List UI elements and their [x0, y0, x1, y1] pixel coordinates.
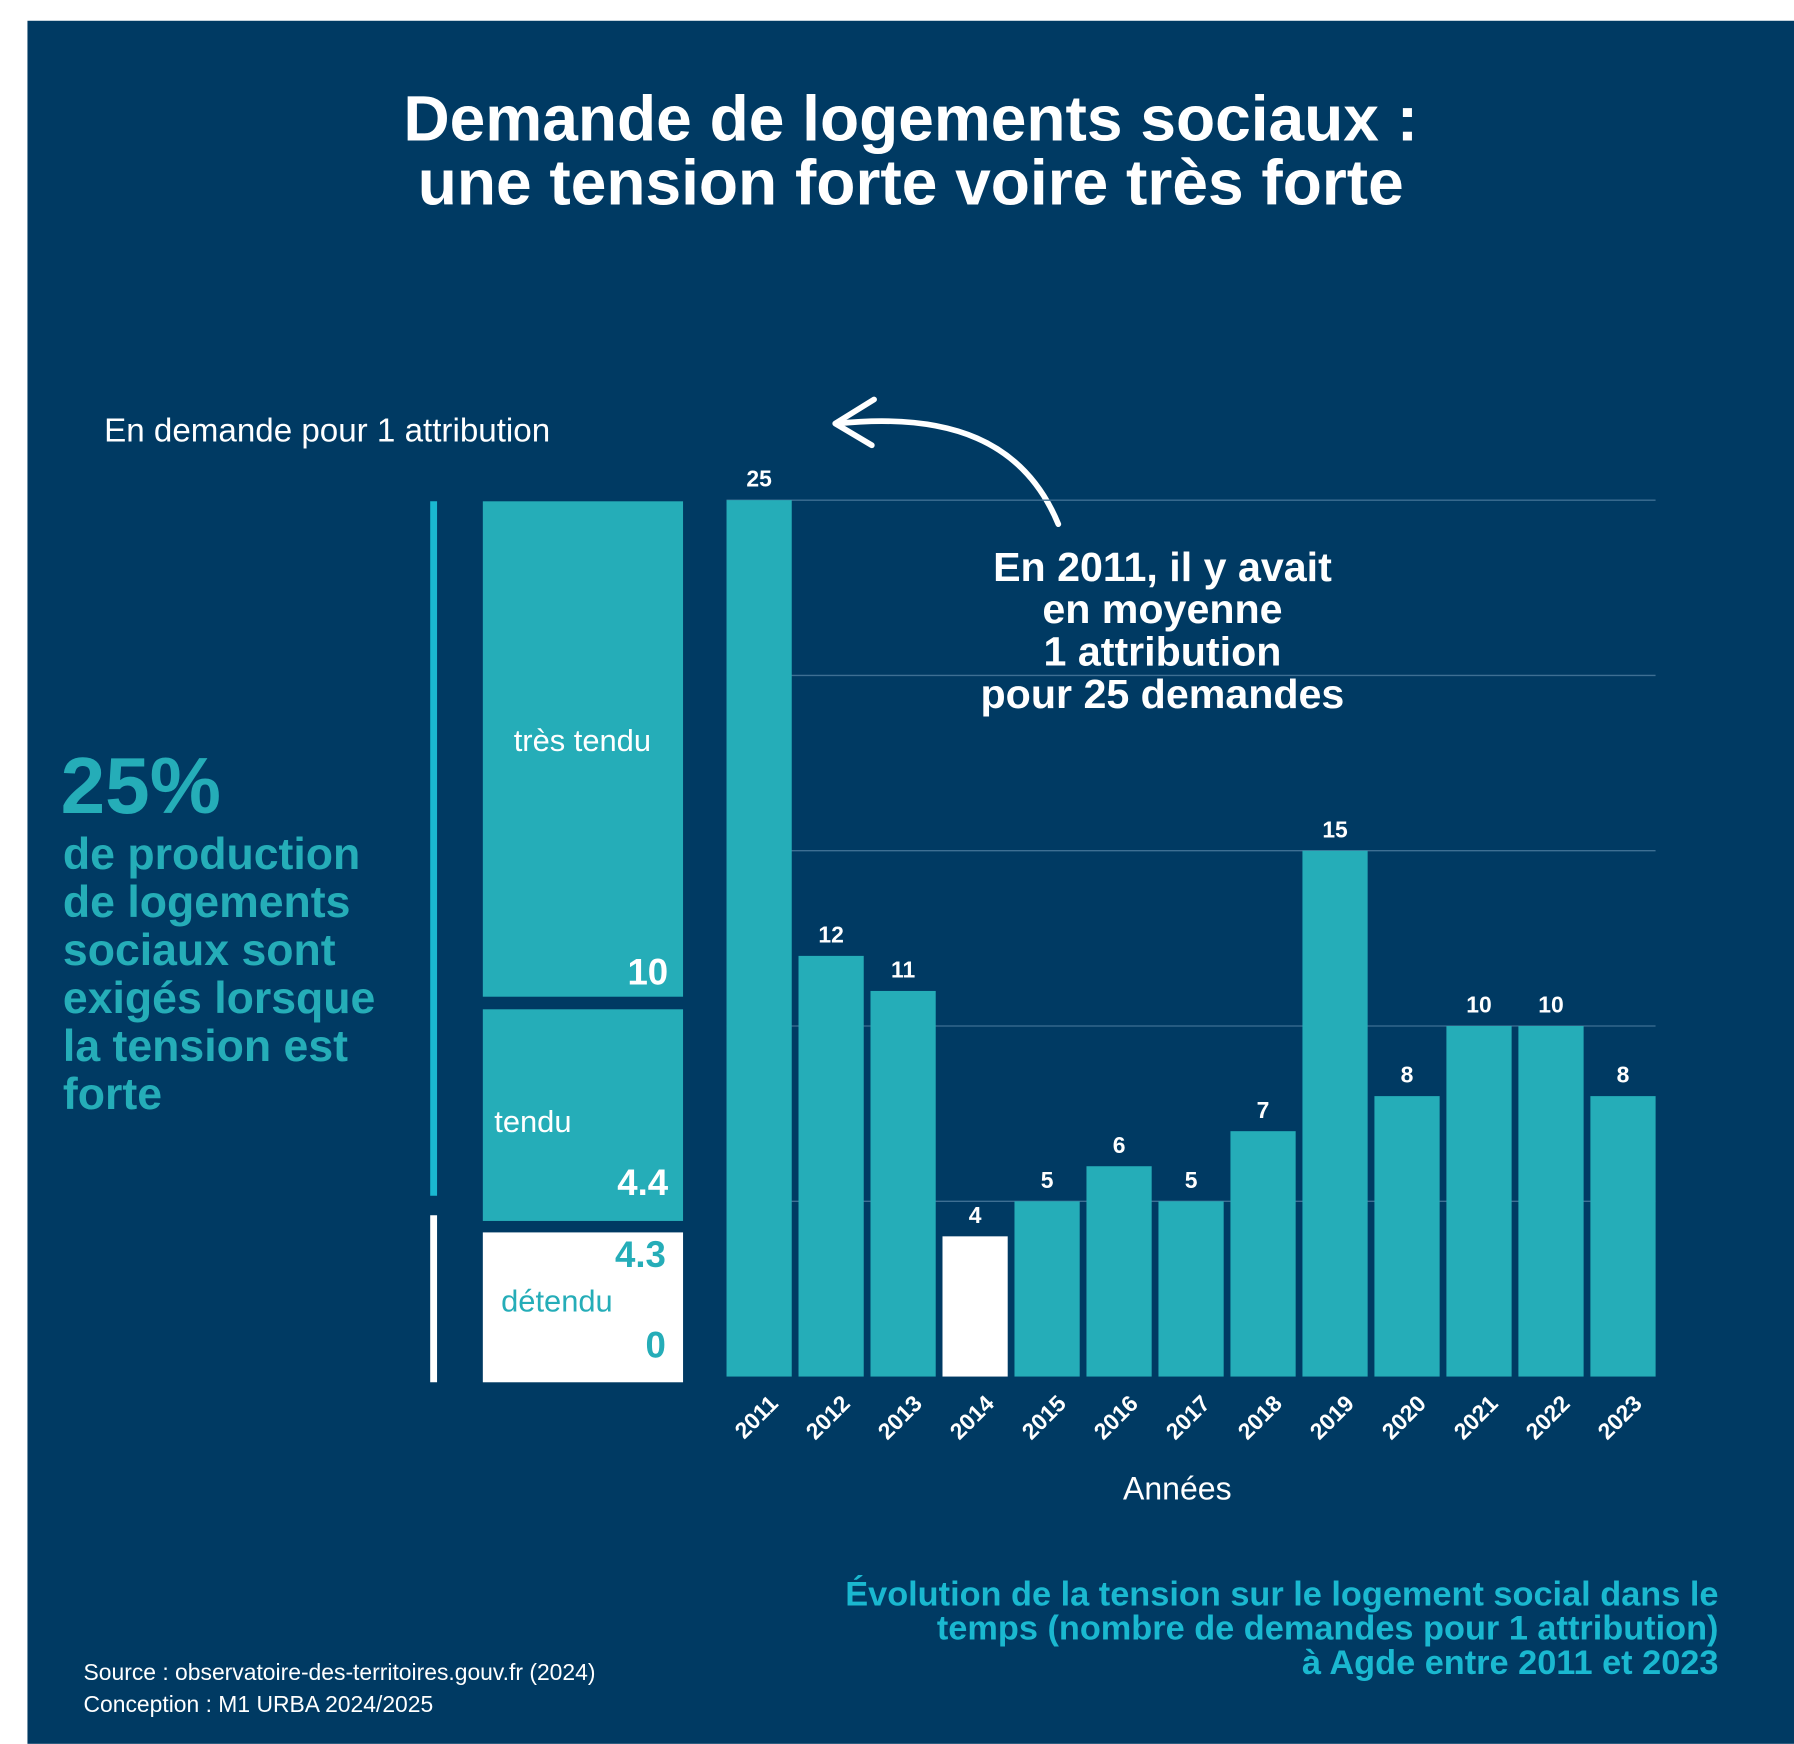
annotation: 1 attribution: [1044, 628, 1282, 674]
caption: Évolution de la tension sur le logement …: [845, 1573, 1718, 1613]
source: Conception : M1 URBA 2024/2025: [84, 1691, 434, 1717]
scale-box: [482, 1009, 684, 1221]
bar: [726, 500, 792, 1377]
bar: [1014, 1201, 1080, 1377]
bar: [1518, 1026, 1584, 1377]
scale-value: 4.4: [617, 1162, 669, 1203]
value-label: 5: [1041, 1167, 1054, 1193]
scale-value: 10: [627, 952, 668, 993]
value-label: 11: [891, 957, 915, 983]
bar: [1446, 1026, 1512, 1377]
value-label: 12: [818, 921, 843, 947]
annotation: En 2011, il y avait: [993, 544, 1332, 590]
bar: [1590, 1096, 1656, 1377]
side-note-line: de logements: [63, 878, 351, 927]
bar: [1230, 1131, 1296, 1377]
scale-value: 0: [646, 1325, 666, 1366]
value-label: 6: [1113, 1132, 1126, 1158]
side-note-line: exigés lorsque: [63, 974, 375, 1023]
scale-box: [482, 501, 684, 997]
value-label: 10: [1466, 992, 1491, 1018]
value-label: 15: [1322, 816, 1348, 842]
side-note-line: de production: [63, 830, 360, 879]
scale-value: 4.3: [615, 1234, 666, 1275]
annotation: en moyenne: [1042, 586, 1282, 632]
title: Demande de logements sociaux :: [403, 83, 1418, 155]
scale-label: très tendu: [514, 723, 651, 758]
value-label: 25: [746, 466, 772, 492]
scale-label: tendu: [494, 1104, 571, 1139]
bar: [1086, 1166, 1152, 1377]
value-label: 8: [1617, 1062, 1630, 1088]
source: Source : observatoire-des-territoires.go…: [84, 1659, 596, 1685]
arrow: [834, 418, 1062, 528]
value-label: 7: [1257, 1097, 1270, 1123]
bar: [1302, 850, 1368, 1377]
annotation: pour 25 demandes: [981, 671, 1345, 717]
caption: temps (nombre de demandes pour 1 attribu…: [937, 1610, 1719, 1648]
x-axis-label: Années: [1123, 1470, 1232, 1506]
value-label: 10: [1538, 992, 1563, 1018]
side-headline: 25%: [61, 741, 221, 830]
value-label: 5: [1185, 1167, 1198, 1193]
bar: [798, 955, 864, 1377]
caption: à Agde entre 2011 et 2023: [1302, 1644, 1718, 1682]
title: une tension forte voire très forte: [418, 147, 1404, 219]
scale-box: [482, 1232, 684, 1383]
background: [27, 20, 1794, 1744]
scale-label: détendu: [501, 1283, 613, 1318]
value-label: 8: [1401, 1062, 1414, 1088]
side-note-line: sociaux sont: [63, 926, 336, 975]
bar: [1158, 1201, 1224, 1377]
bar: [870, 990, 936, 1377]
bar: [1374, 1096, 1440, 1377]
bar: [942, 1236, 1008, 1377]
side-note-line: la tension est: [63, 1022, 348, 1071]
arrow-head: [832, 396, 877, 449]
value-label: 4: [969, 1202, 982, 1228]
side-note-line: forte: [63, 1070, 162, 1119]
y-axis-label: En demande pour 1 attribution: [104, 412, 550, 449]
